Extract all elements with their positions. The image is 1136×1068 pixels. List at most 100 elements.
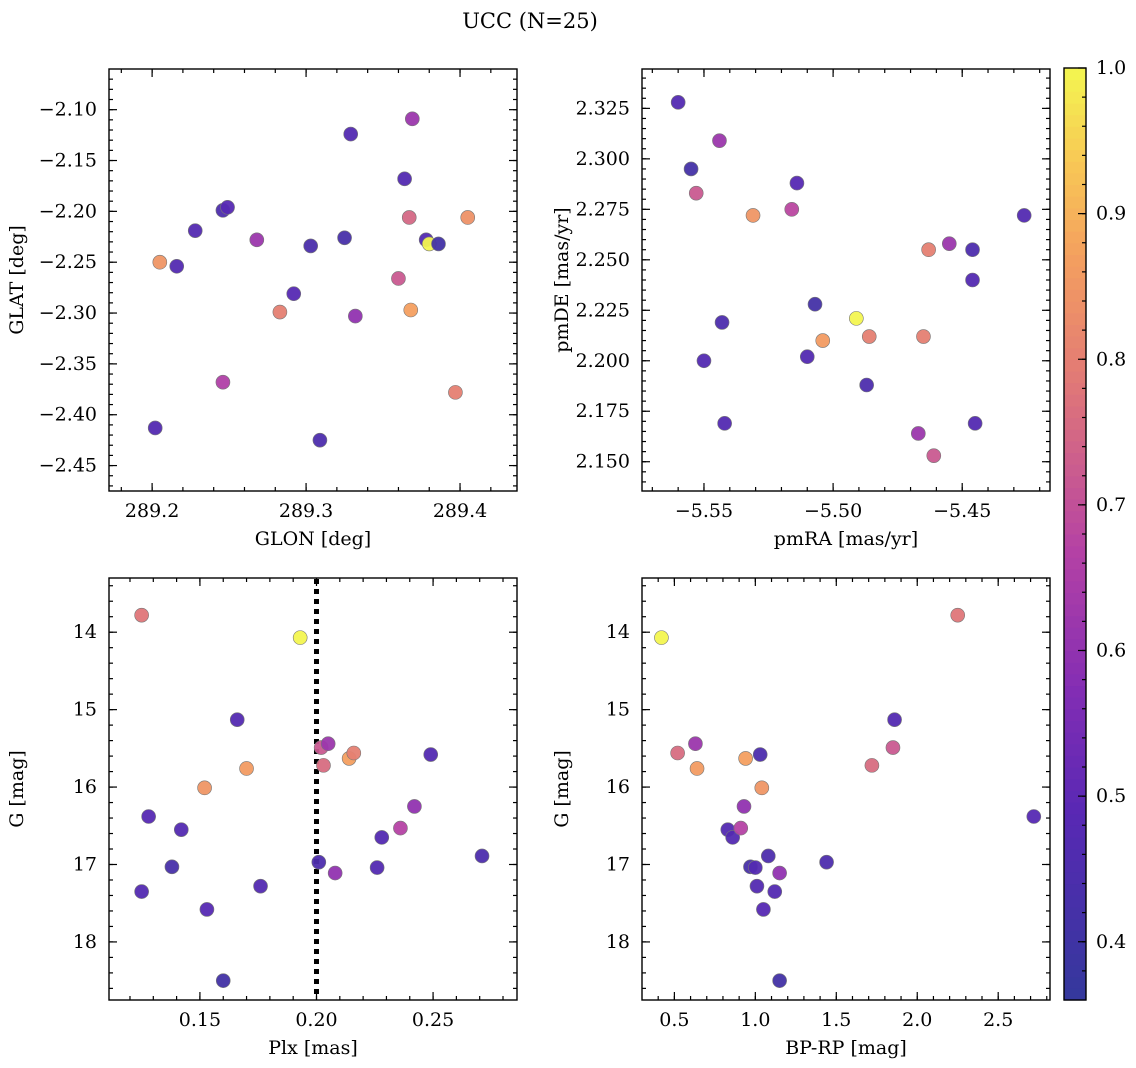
y-tick-label: 14: [73, 621, 97, 643]
x-axis-label: GLON [deg]: [255, 528, 371, 550]
scatter-point: [965, 242, 980, 258]
scatter-point: [745, 208, 761, 223]
y-tick-label: 2.150: [576, 451, 630, 473]
x-axis-label: Plx [mas]: [268, 1037, 358, 1059]
colorbar-segment: [1064, 767, 1086, 780]
colorbar-segment: [1064, 475, 1086, 488]
colorbar-segment: [1064, 91, 1086, 104]
x-tick-label: 2.5: [983, 1009, 1013, 1031]
colorbar-segment: [1064, 743, 1086, 756]
colorbar-segment: [1064, 161, 1086, 174]
x-axis-label: BP-RP [mag]: [785, 1037, 907, 1059]
scatter-point: [911, 426, 926, 441]
y-tick-label: 2.275: [576, 198, 630, 220]
colorbar-segment: [1064, 545, 1086, 558]
colorbar-segment: [1064, 638, 1086, 652]
y-tick-label: 2.200: [576, 350, 630, 372]
x-tick-label: 2.0: [902, 1009, 932, 1031]
scatter-point: [147, 420, 163, 436]
colorbar-segment: [1064, 301, 1086, 314]
minor-ticks: [109, 69, 517, 491]
scatter-point: [316, 758, 331, 773]
colorbar-segment: [1064, 382, 1086, 395]
colorbar-segment: [1064, 895, 1086, 908]
colorbar-tick-label: 0.6: [1096, 640, 1126, 662]
x-tick-label: −5.45: [933, 500, 991, 522]
scatter-point: [784, 202, 800, 217]
scatter-point: [407, 799, 422, 814]
colorbar-segment: [1064, 196, 1086, 209]
scatter-points: [654, 607, 1042, 988]
scatter-point: [789, 175, 805, 191]
scatter-point: [312, 432, 328, 448]
scatter-point: [748, 860, 763, 875]
colorbar-segment: [1064, 790, 1086, 803]
scatter-point: [921, 242, 936, 258]
scatter-point: [887, 712, 902, 727]
scatter-point: [215, 374, 231, 390]
colorbar-segment: [1064, 976, 1086, 989]
scatter-point: [327, 865, 343, 881]
scatter-point: [767, 884, 783, 899]
y-tick-label: 2.225: [576, 299, 630, 321]
scatter-point: [712, 133, 727, 148]
colorbar-segment: [1064, 650, 1086, 663]
plot-frame: [108, 577, 518, 1001]
scatter-points: [670, 95, 1032, 463]
colorbar-segment: [1064, 988, 1086, 1001]
scatter-point: [393, 820, 408, 836]
y-tick-label: 17: [606, 853, 630, 875]
colorbar-segment: [1064, 242, 1086, 255]
colorbar-segment: [1064, 440, 1086, 454]
colorbar-segment: [1064, 207, 1086, 221]
colorbar-segment: [1064, 662, 1086, 675]
panel-plx-g: 0.15 0.20 0.25 14 15 16 17 18 Plx [mas] G [mag]: [6, 577, 518, 1059]
scatter-point: [749, 878, 765, 894]
colorbar-segment: [1064, 79, 1086, 92]
scatter-points: [134, 607, 490, 988]
colorbar-segment: [1064, 720, 1086, 733]
colorbar: 0.4 0.5 0.6 0.7 0.8 0.9 1.0: [1063, 57, 1126, 1001]
colorbar-tick-label: 0.5: [1096, 785, 1126, 807]
colorbar-segment: [1064, 464, 1086, 477]
colorbar-segment: [1064, 673, 1086, 687]
scatter-point: [799, 349, 815, 365]
scatter-point: [401, 210, 417, 225]
scatter-point: [941, 236, 957, 251]
scatter-point: [253, 878, 268, 894]
scatter-point: [885, 740, 901, 755]
colorbar-segment: [1064, 510, 1086, 523]
scatter-point: [689, 761, 705, 776]
scatter-point: [197, 780, 212, 796]
y-axis-label: pmDE [mas/yr]: [551, 207, 573, 352]
scatter-point: [807, 296, 823, 312]
y-tick-label: 2.250: [576, 249, 630, 271]
scatter-points: [147, 111, 476, 448]
colorbar-segment: [1064, 697, 1086, 710]
minor-ticks: [109, 578, 517, 1000]
colorbar-tick-label: 0.7: [1096, 494, 1126, 516]
scatter-point: [819, 854, 834, 870]
colorbar-segment: [1064, 755, 1086, 768]
colorbar-segment: [1064, 370, 1086, 384]
scatter-point: [229, 712, 245, 727]
colorbar-segment: [1064, 836, 1086, 850]
colorbar-segment: [1064, 580, 1086, 593]
scatter-point: [272, 304, 288, 320]
colorbar-segment: [1064, 312, 1086, 325]
scatter-point: [916, 329, 931, 344]
scatter-point: [1016, 208, 1032, 223]
x-tick-label: −5.55: [675, 500, 733, 522]
x-tick-label: 0.25: [412, 1009, 454, 1031]
colorbar-segment: [1064, 871, 1086, 885]
colorbar-segment: [1064, 603, 1086, 617]
scatter-point: [752, 747, 768, 762]
scatter-point: [926, 448, 942, 463]
scatter-point: [320, 736, 336, 752]
scatter-point: [369, 860, 385, 875]
scatter-point: [343, 126, 359, 142]
colorbar-segment: [1064, 347, 1086, 360]
colorbar-segment: [1064, 266, 1086, 279]
y-tick-label: 16: [73, 776, 97, 798]
colorbar-segment: [1064, 883, 1086, 896]
